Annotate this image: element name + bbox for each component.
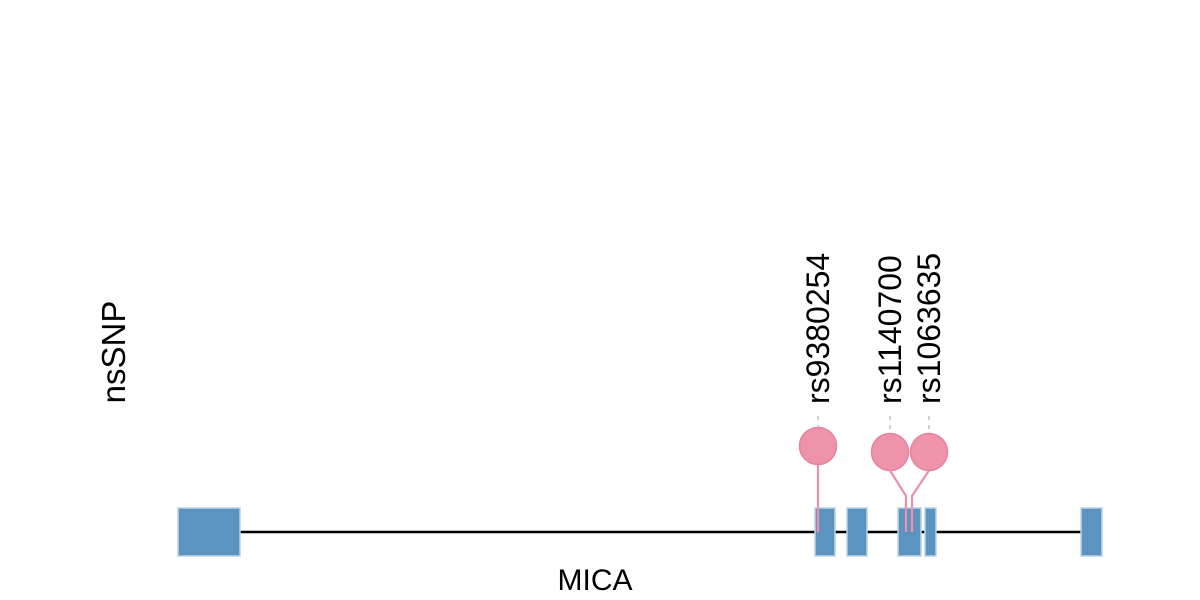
lollipop-rs9380254: rs9380254 — [798, 253, 838, 532]
gene-model: MICA — [177, 507, 1103, 597]
snp-circle — [870, 432, 910, 472]
snp-label: rs1140700 — [872, 255, 908, 404]
snp-circle — [798, 426, 838, 466]
exon-box — [897, 507, 922, 557]
snp-label: rs1063635 — [911, 253, 947, 404]
exon-box — [924, 507, 937, 557]
snp-circle — [909, 432, 949, 472]
gene-name-label: MICA — [558, 564, 633, 597]
exon-box — [1080, 507, 1103, 557]
exon-box — [177, 507, 241, 557]
lollipop-group: rs9380254 rs1140700 rs1063635 — [798, 253, 949, 532]
exon-group — [177, 507, 1103, 557]
exon-box — [846, 507, 868, 557]
lollipop-rs1063635: rs1063635 — [909, 253, 949, 532]
snp-label: rs9380254 — [800, 253, 836, 404]
lollipop-stem — [910, 469, 930, 532]
exon-box — [814, 507, 836, 557]
lollipop-stem — [889, 469, 908, 532]
lollipop-rs1140700: rs1140700 — [870, 255, 910, 532]
track-label: nsSNP — [95, 301, 132, 404]
